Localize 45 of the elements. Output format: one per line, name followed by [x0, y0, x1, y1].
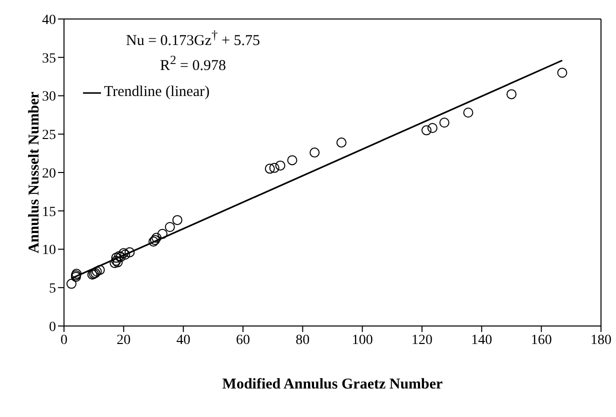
x-tick-label: 0: [60, 332, 68, 348]
x-tick-label: 120: [412, 332, 432, 348]
y-tick-label: 0: [49, 320, 56, 335]
point: [264, 164, 275, 174]
point: [172, 215, 182, 226]
annotation: Nu = 0.173Gz$^{†}$ + 5.75: [124, 27, 261, 51]
point: [157, 228, 168, 239]
point: [94, 264, 105, 275]
x-tick-label: 20: [116, 332, 131, 348]
point: [439, 118, 450, 128]
point: [421, 125, 432, 136]
point: [66, 278, 76, 289]
point: [151, 232, 162, 243]
y-tick-label: 40: [42, 12, 56, 28]
point: [336, 138, 346, 148]
y-tick-label: 25: [42, 128, 56, 144]
point: [427, 122, 438, 133]
legend-label: Trendline (linear): [104, 84, 210, 101]
y-tick-label: 10: [42, 243, 56, 258]
point: [111, 252, 122, 263]
point: [124, 247, 135, 258]
annotation: R$^{2}$ = 0.978: [159, 52, 227, 76]
point: [463, 108, 474, 118]
x-tick-label: 100: [352, 332, 373, 348]
y-tick-label: 20: [42, 166, 56, 182]
point: [110, 258, 120, 268]
point: [557, 68, 568, 78]
y-tick-label: 35: [42, 51, 56, 66]
y-tick-label: 5: [49, 282, 56, 297]
y-axis-title: Annulus Nusselt Number: [26, 91, 42, 254]
point: [164, 222, 175, 232]
point: [506, 89, 517, 100]
x-tick-label: 80: [296, 332, 310, 348]
point: [269, 162, 280, 173]
x-tick-label: 140: [471, 332, 492, 348]
point: [310, 148, 320, 158]
x-axis-title: Modified Annulus Graetz Number: [222, 376, 444, 393]
y-tick-label: 15: [42, 204, 56, 220]
x-tick-label: 180: [590, 332, 612, 348]
point: [287, 155, 298, 166]
x-tick-label: 40: [176, 332, 190, 348]
y-tick-label: 30: [42, 90, 56, 105]
x-tick-label: 160: [530, 332, 552, 348]
point: [275, 160, 286, 171]
x-tick-label: 60: [236, 332, 250, 348]
